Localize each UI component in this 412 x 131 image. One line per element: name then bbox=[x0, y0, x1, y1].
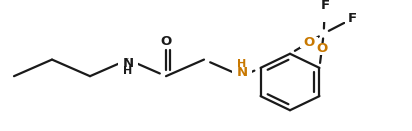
Bar bbox=[118, 59, 138, 77]
Text: F: F bbox=[320, 0, 330, 12]
Text: H: H bbox=[123, 66, 133, 76]
Text: N: N bbox=[122, 57, 133, 70]
Bar bbox=[232, 59, 252, 77]
Text: N: N bbox=[236, 66, 248, 78]
Bar bbox=[300, 37, 318, 48]
Text: O: O bbox=[303, 36, 314, 49]
Bar bbox=[344, 13, 360, 24]
Bar bbox=[157, 35, 175, 46]
Text: O: O bbox=[160, 35, 172, 48]
Text: F: F bbox=[348, 12, 357, 25]
Bar bbox=[317, 0, 333, 11]
Text: H: H bbox=[237, 59, 247, 69]
Bar bbox=[313, 43, 331, 55]
Text: O: O bbox=[316, 42, 328, 55]
